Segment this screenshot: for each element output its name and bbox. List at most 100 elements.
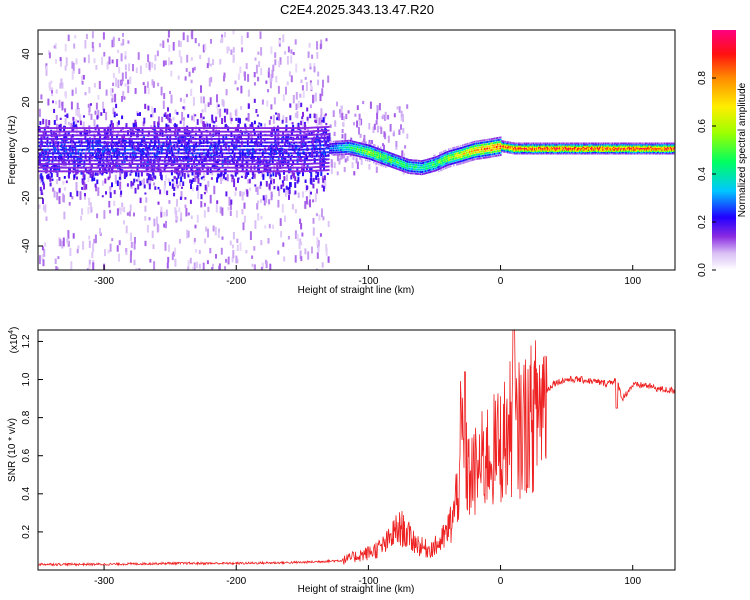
spectrogram-cell <box>47 98 50 106</box>
spectrogram-cell <box>172 138 174 140</box>
spectrogram-cell <box>133 241 136 250</box>
spectrogram-cell <box>169 163 171 165</box>
spectrogram-cell <box>188 71 191 77</box>
spectrogram-cell <box>113 163 116 168</box>
spectrogram-cell <box>119 148 121 151</box>
spectrogram-cell <box>100 153 103 159</box>
spectrogram-cell <box>142 159 144 162</box>
spectrogram-cell <box>217 145 219 147</box>
spectrogram-cell <box>216 152 218 155</box>
spectrogram-cell <box>167 166 169 169</box>
spectrogram-cell <box>95 170 97 173</box>
spectrogram-cell <box>89 138 91 140</box>
spectrogram-cell <box>95 166 97 169</box>
spectrogram-cell <box>182 32 185 41</box>
spectrogram-cell <box>57 256 60 260</box>
spectrogram-cell <box>65 170 67 173</box>
spectrogram-cell <box>358 119 361 126</box>
spectrogram-cell <box>155 134 157 137</box>
spectrogram-cell <box>185 134 187 137</box>
spectrogram-cell <box>168 141 170 146</box>
spectrogram-cell <box>315 213 318 217</box>
spectrogram-cell <box>225 145 227 147</box>
spectrogram-cell <box>46 170 48 173</box>
spectrogram-cell <box>145 152 147 155</box>
spectrogram-cell <box>311 246 313 254</box>
spectrogram-cell <box>110 152 112 155</box>
spectrogram-cell <box>164 130 166 133</box>
spectrogram-cell <box>179 138 181 140</box>
spectrogram-cell <box>52 100 54 104</box>
spectrogram-cell <box>49 141 51 144</box>
spectrogram-cell <box>224 130 226 133</box>
spectrogram-cell <box>144 134 146 137</box>
spectrogram-cell <box>192 138 194 140</box>
spectrogram-cell <box>128 148 130 151</box>
spectrogram-cell <box>186 145 188 147</box>
spectrogram-cell <box>109 159 111 162</box>
spectrogram-cell <box>110 156 112 158</box>
spectrogram-cell <box>233 161 235 164</box>
spectrogram-cell <box>77 157 80 161</box>
spectrogram-cell <box>86 170 88 173</box>
spectrogram-cell <box>216 200 219 204</box>
spectrogram-cell <box>163 166 165 169</box>
spectrogram-cell <box>134 88 137 94</box>
spectrogram-cell <box>201 163 203 165</box>
spectrogram-cell <box>82 170 84 173</box>
spectrogram-cell <box>151 141 153 144</box>
spectrogram-cell <box>204 138 206 140</box>
spectrogram-cell <box>217 166 219 169</box>
spectrogram-cell <box>59 130 61 133</box>
spectrogram-cell <box>168 150 171 153</box>
spectrogram-cell <box>229 210 232 216</box>
spectrogram-cell <box>85 145 87 147</box>
spectrogram-cell <box>114 174 117 184</box>
spectrogram-cell <box>167 138 169 140</box>
spectrogram-cell <box>97 141 99 144</box>
spectrogram-cell <box>78 145 80 147</box>
spectrogram-cell <box>54 148 56 151</box>
spectrogram-cell <box>192 178 195 183</box>
spectrogram-cell <box>164 242 167 251</box>
spectrogram-cell <box>178 152 180 155</box>
spectrogram-cell <box>41 246 44 251</box>
spectrogram-cell <box>85 148 87 151</box>
spectrogram-cell <box>248 178 251 184</box>
spectrogram-cell <box>145 163 147 165</box>
spectrogram-cell <box>163 93 166 100</box>
spectrogram-cell <box>200 156 202 158</box>
spectrogram-cell <box>175 210 178 219</box>
spectrogram-cell <box>143 159 146 165</box>
spectrogram-cell <box>179 163 182 168</box>
spectrogram-cell <box>160 148 162 151</box>
spectrogram-cell <box>133 148 135 151</box>
spectrogram-cell <box>76 156 79 162</box>
spectrogram-cell <box>166 159 168 162</box>
spectrogram-cell <box>309 104 312 109</box>
spectrogram-cell <box>109 127 111 129</box>
spectrogram-cell <box>40 159 42 162</box>
spectrogram-cell <box>113 166 115 169</box>
spectrogram-cell <box>265 181 268 187</box>
spectrogram-cell <box>352 152 355 161</box>
spectrogram-cell <box>187 114 190 118</box>
spectrogram-cell <box>66 113 69 119</box>
spectrogram-cell <box>214 226 217 236</box>
spectrogram-cell <box>230 174 233 177</box>
spectrogram-cell <box>78 159 80 162</box>
spectrogram-cell <box>89 156 91 158</box>
spectrogram-cell <box>198 141 200 144</box>
spectrogram-cell <box>307 251 310 260</box>
spectrogram-cell <box>192 67 195 73</box>
spectrogram-cell <box>129 253 132 263</box>
spectrogram-cell <box>172 156 174 158</box>
spectrogram-cell <box>69 148 71 151</box>
spectrogram-cell <box>139 156 141 158</box>
spectrogram-cell <box>171 130 173 133</box>
spectrogram-cell <box>300 223 303 230</box>
spectrogram-cell <box>229 203 232 211</box>
spectrogram-cell <box>93 163 95 165</box>
spectrogram-cell <box>255 64 258 74</box>
spectrogram-cell <box>120 159 122 162</box>
